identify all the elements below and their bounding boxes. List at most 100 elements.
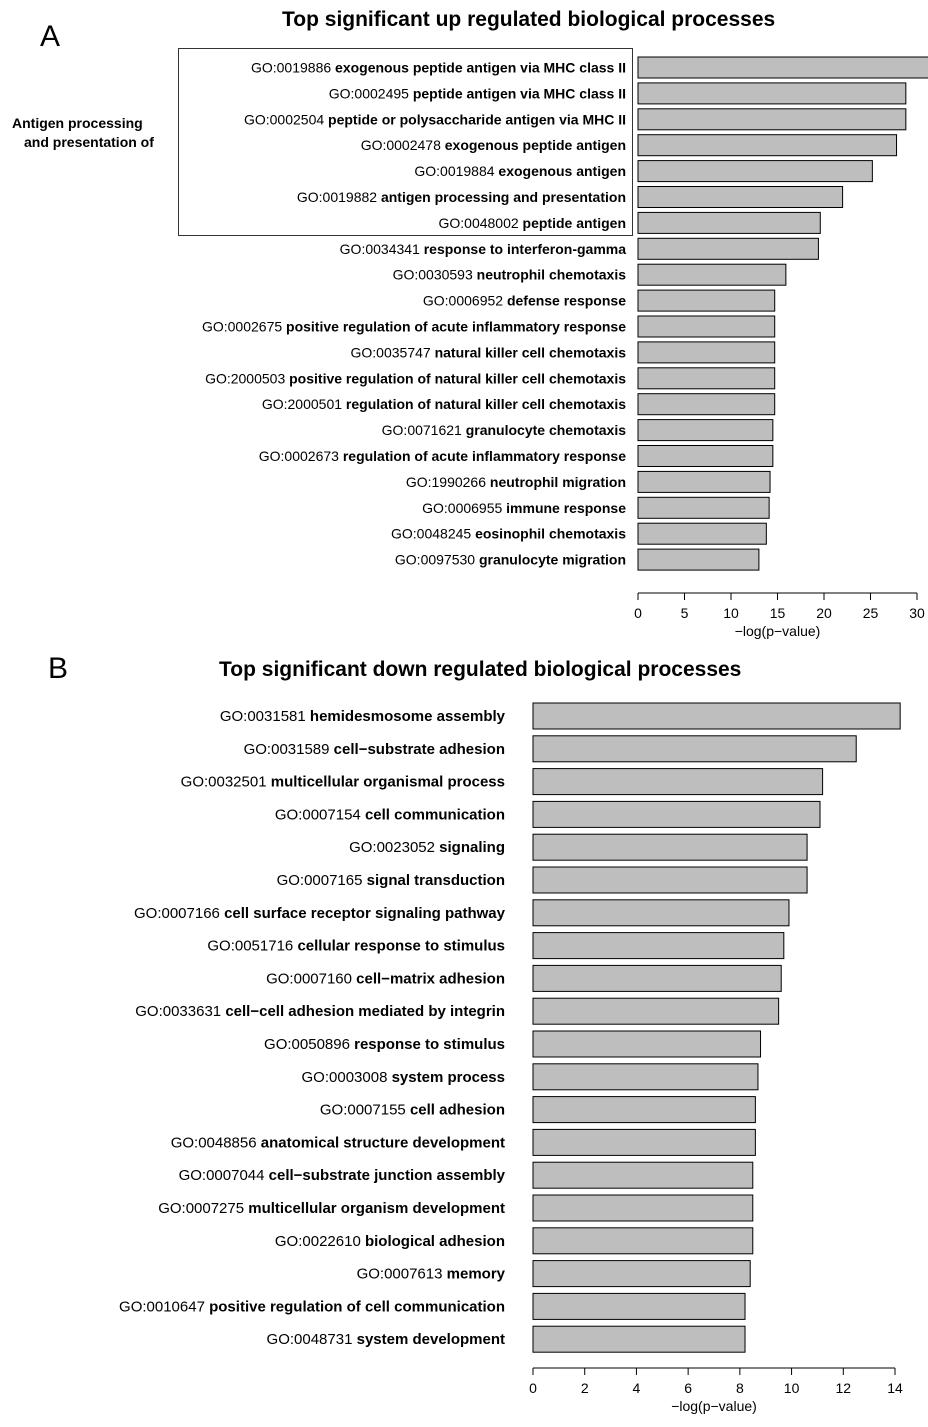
chart-a-title: Top significant up regulated biological … — [282, 8, 776, 31]
bar-label: GO:0031581 hemidesmosome assembly — [220, 708, 506, 725]
bar — [637, 341, 776, 364]
bar-label: GO:0023052 signaling — [349, 839, 505, 856]
bar — [637, 56, 928, 79]
bar — [637, 263, 787, 286]
bar — [532, 735, 857, 763]
bar — [637, 160, 873, 183]
x-tick-label: 25 — [863, 605, 879, 621]
bar — [532, 1292, 746, 1320]
x-tick-label: 10 — [723, 605, 739, 621]
bar — [532, 899, 790, 927]
antigen-group-label-line1: Antigen processing — [12, 115, 143, 131]
bar-label: GO:0007155 cell adhesion — [320, 1102, 505, 1119]
bar-label: GO:1990266 neutrophil migration — [406, 474, 626, 490]
bar — [637, 315, 776, 338]
x-tick-label: 15 — [770, 605, 786, 621]
bar — [532, 997, 780, 1025]
x-tick-label: 14 — [887, 1380, 903, 1396]
x-tick-label: 10 — [784, 1380, 800, 1396]
bar-label: GO:0022610 biological adhesion — [275, 1233, 505, 1250]
bar-label: GO:0002673 regulation of acute inflammat… — [259, 448, 626, 464]
bar — [637, 108, 907, 131]
panel-a-letter: A — [40, 20, 61, 53]
bar — [637, 211, 821, 234]
x-tick-label: 6 — [684, 1380, 692, 1396]
bar-label: GO:0035747 natural killer cell chemotaxi… — [351, 344, 627, 360]
bar-label: GO:0048245 eosinophil chemotaxis — [391, 526, 626, 542]
bar-label: GO:0007154 cell communication — [275, 806, 505, 823]
bar-label: GO:0019884 exogenous antigen — [414, 163, 626, 179]
bar-label: GO:0019882 antigen processing and presen… — [297, 189, 626, 205]
bar — [532, 1161, 754, 1189]
x-axis-label: −log(p−value) — [735, 623, 821, 639]
bar-label: GO:0006955 immune response — [422, 500, 626, 516]
bar — [637, 82, 907, 105]
bar — [532, 702, 901, 730]
bar-label: GO:0048731 system development — [267, 1331, 505, 1348]
bar-label: GO:2000501 regulation of natural killer … — [262, 396, 626, 412]
x-tick-label: 30 — [909, 605, 925, 621]
bar — [532, 833, 808, 861]
bar — [532, 1030, 762, 1058]
x-tick-label: 4 — [633, 1380, 641, 1396]
x-tick-label: 5 — [681, 605, 689, 621]
bar-label: GO:0019886 exogenous peptide antigen via… — [251, 60, 626, 76]
bar — [637, 522, 767, 545]
x-tick-label: 20 — [816, 605, 832, 621]
bar — [637, 419, 774, 442]
bar-label: GO:0007044 cell−substrate junction assem… — [179, 1167, 506, 1184]
bar-label: GO:0003008 system process — [302, 1069, 505, 1086]
bar-label: GO:0051716 cellular response to stimulus — [207, 938, 505, 955]
bar — [532, 1128, 756, 1156]
bar — [637, 367, 776, 390]
bar-label: GO:0007160 cell−matrix adhesion — [266, 970, 505, 987]
bar-label: GO:0007166 cell surface receptor signali… — [134, 905, 506, 922]
bar-label: GO:0007165 signal transduction — [277, 872, 505, 889]
x-tick-label: 0 — [529, 1380, 537, 1396]
bar — [532, 768, 824, 796]
chart-a-plot: GO:0019886 exogenous peptide antigen via… — [202, 56, 928, 639]
antigen-group-label-line2: and presentation of — [24, 134, 154, 150]
bar — [637, 186, 844, 208]
bar-label: GO:0010647 positive regulation of cell c… — [119, 1298, 505, 1315]
bar-label: GO:2000503 positive regulation of natura… — [205, 370, 626, 386]
bar — [532, 1325, 746, 1353]
bar — [532, 1260, 751, 1288]
bar — [532, 866, 808, 894]
bar-label: GO:0031589 cell−substrate adhesion — [244, 741, 505, 758]
bar-label: GO:0002495 peptide antigen via MHC class… — [329, 85, 626, 101]
bar-label: GO:0002675 positive regulation of acute … — [202, 319, 626, 335]
bar — [532, 932, 785, 960]
bar — [637, 470, 771, 493]
x-tick-label: 0 — [634, 605, 642, 621]
bar — [532, 1227, 754, 1255]
x-tick-label: 8 — [736, 1380, 744, 1396]
bar — [532, 800, 821, 828]
bar-label: GO:0030593 neutrophil chemotaxis — [393, 267, 627, 283]
bar — [532, 1096, 756, 1124]
bar-label: GO:0002478 exogenous peptide antigen — [361, 137, 626, 153]
bar-label: GO:0002504 peptide or polysaccharide ant… — [244, 111, 626, 127]
bar — [532, 1194, 754, 1222]
x-axis-label: −log(p−value) — [671, 1398, 757, 1414]
bar — [532, 964, 782, 992]
bar-label: GO:0071621 granulocyte chemotaxis — [382, 422, 627, 438]
bar-label: GO:0048856 anatomical structure developm… — [171, 1134, 505, 1151]
bar — [637, 237, 819, 260]
bar-label: GO:0048002 peptide antigen — [438, 215, 626, 231]
bar-label: GO:0007613 memory — [357, 1266, 506, 1283]
bar-label: GO:0050896 response to stimulus — [264, 1036, 505, 1053]
bar — [532, 1063, 759, 1091]
bar-label: GO:0034341 response to interferon-gamma — [340, 241, 627, 257]
x-tick-label: 12 — [835, 1380, 851, 1396]
panel-b-letter: B — [48, 652, 69, 685]
bar — [637, 134, 898, 157]
bar-label: GO:0097530 granulocyte migration — [395, 552, 626, 568]
bar — [637, 445, 774, 467]
bar — [637, 548, 760, 571]
chart-b-title: Top significant down regulated biologica… — [219, 658, 742, 681]
bar — [637, 393, 776, 416]
antigen-group-box — [178, 48, 633, 236]
bar-label: GO:0007275 multicellular organism develo… — [158, 1200, 505, 1217]
